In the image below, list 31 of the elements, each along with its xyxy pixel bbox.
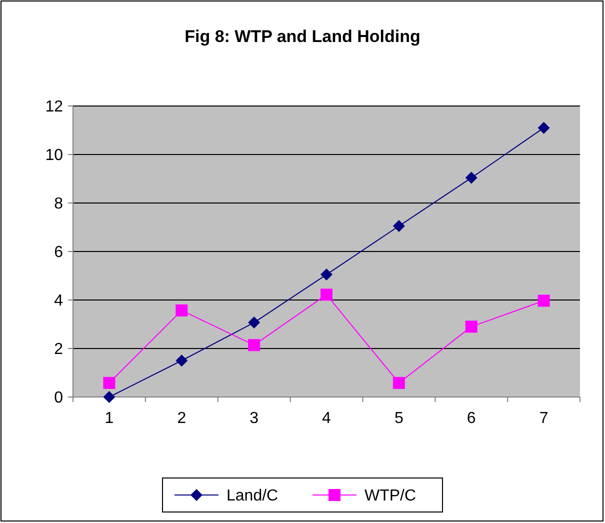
x-tick-label: 7 xyxy=(539,410,548,427)
point xyxy=(176,354,188,367)
point xyxy=(392,376,405,389)
point xyxy=(320,268,332,281)
x-tick-label: 5 xyxy=(394,410,404,427)
point xyxy=(103,376,116,389)
point xyxy=(248,316,260,329)
point xyxy=(103,391,116,403)
point xyxy=(248,339,260,352)
point xyxy=(465,320,478,333)
point xyxy=(538,122,550,134)
point xyxy=(320,288,332,301)
x-tick-label: 6 xyxy=(466,410,476,427)
point xyxy=(392,220,405,232)
chart-title: Fig 8: WTP and Land Holding xyxy=(184,27,420,46)
y-tick-label: 2 xyxy=(54,341,64,358)
y-tick-label: 10 xyxy=(45,147,64,164)
y-tick-label: 0 xyxy=(54,390,64,407)
legend-label: WTP/C xyxy=(364,488,416,505)
y-tick-label: 4 xyxy=(54,292,64,310)
x-tick-label: 3 xyxy=(250,410,259,427)
point xyxy=(465,172,478,184)
legend-label: Land/C xyxy=(226,488,278,505)
x-tick-label: 4 xyxy=(322,410,332,427)
y-tick-label: 8 xyxy=(54,196,64,213)
x-tick-label: 2 xyxy=(177,410,186,427)
x-tick-label: 1 xyxy=(104,410,114,427)
point xyxy=(176,304,188,316)
y-tick-label: 12 xyxy=(45,98,64,116)
y-tick-label: 6 xyxy=(54,244,64,262)
point xyxy=(538,294,550,307)
